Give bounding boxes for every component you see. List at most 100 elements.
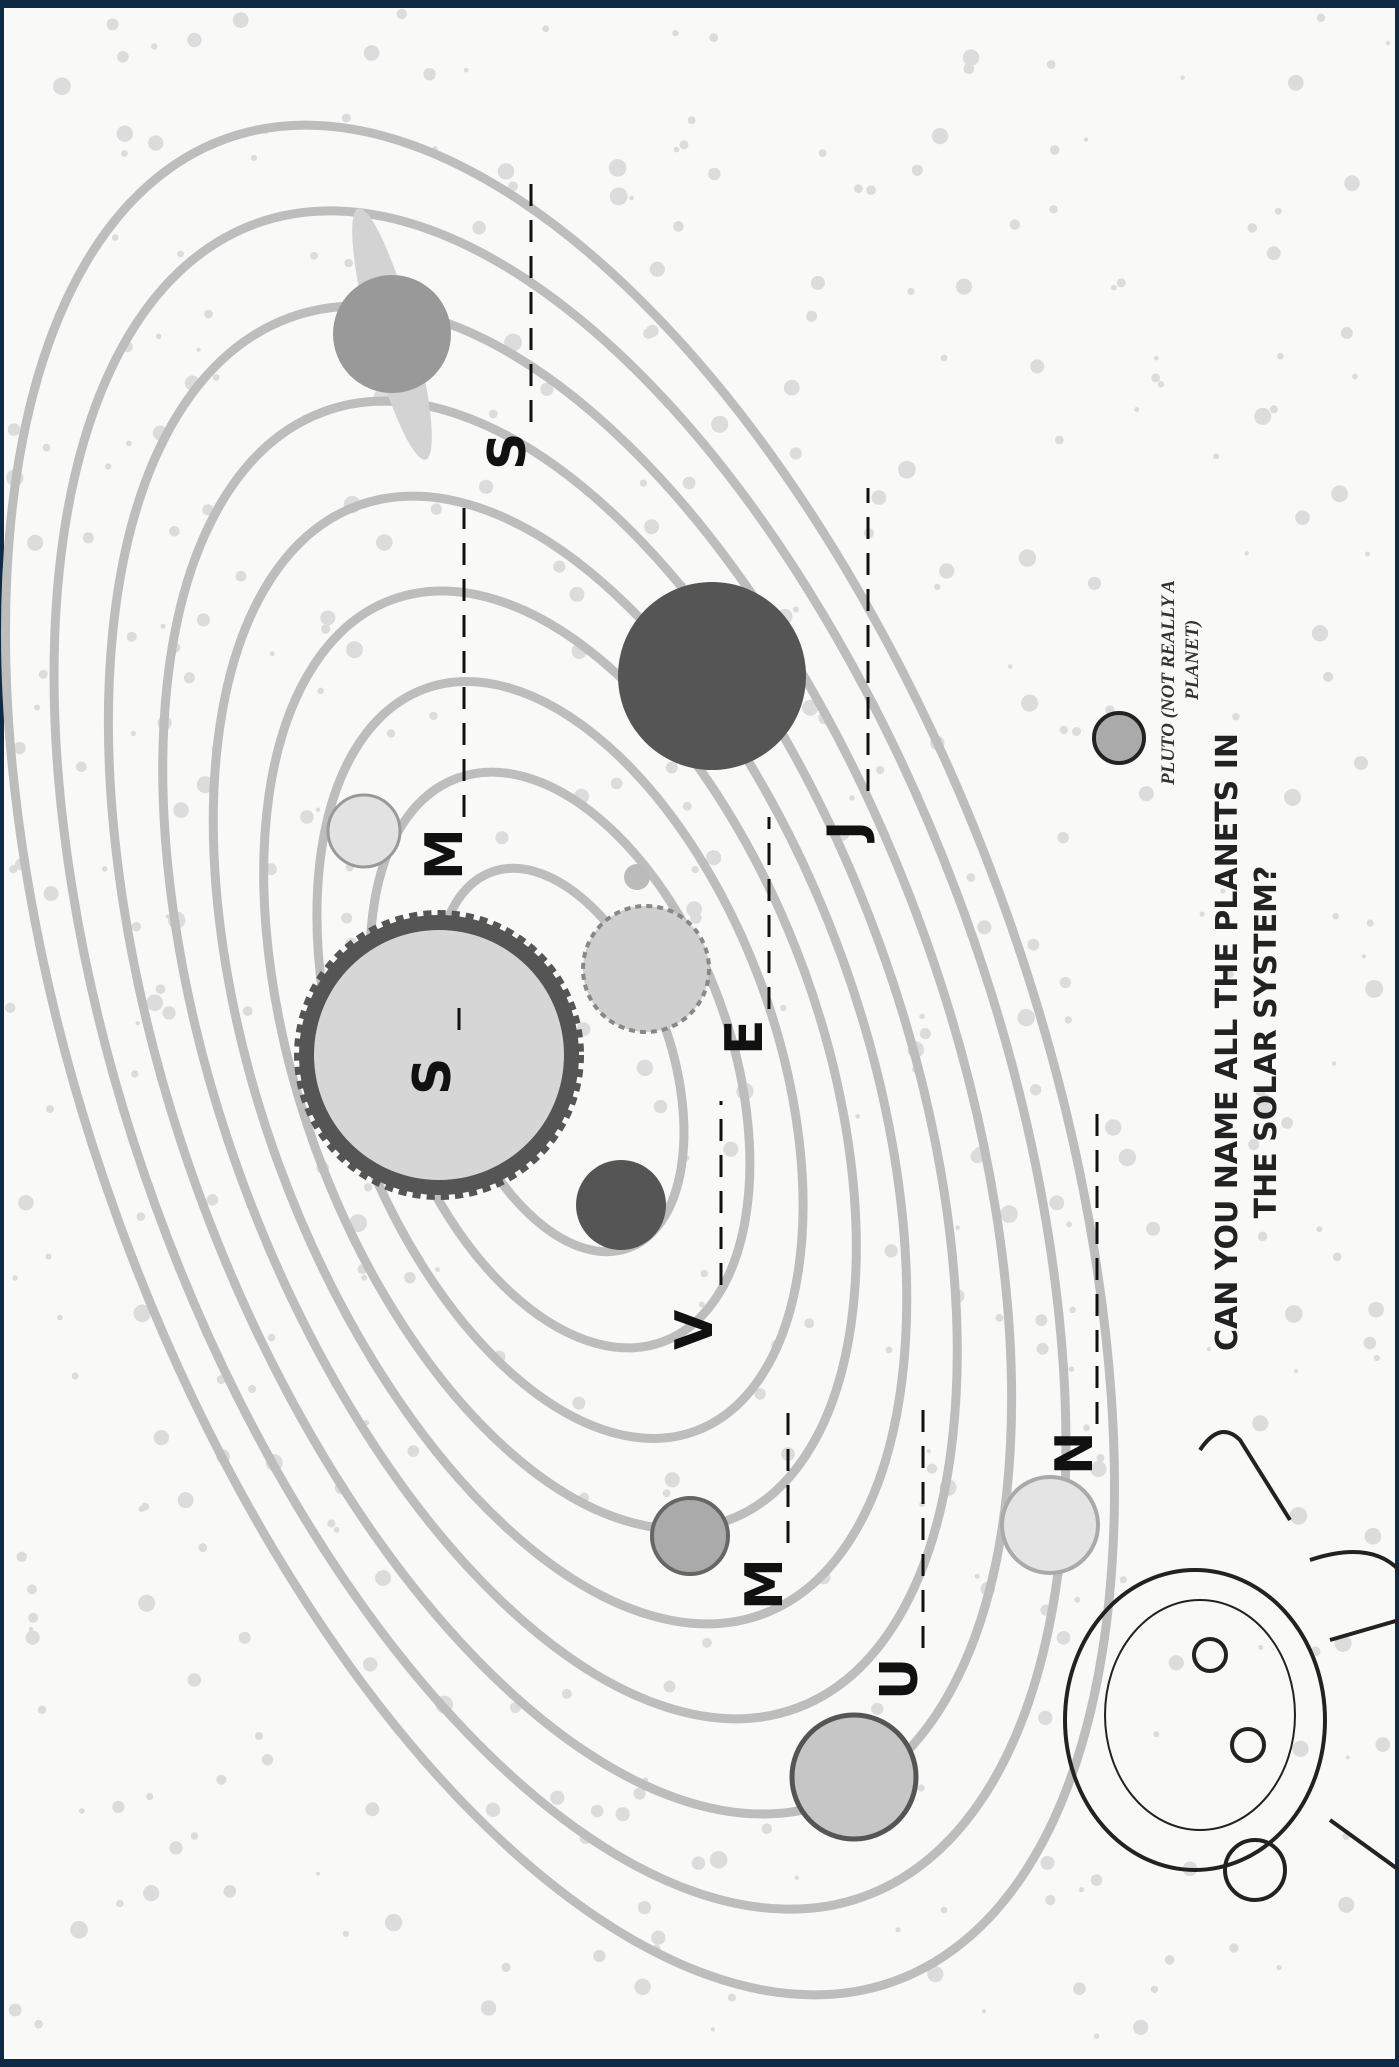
star-dot [1029, 1084, 1042, 1096]
star-dot [1316, 13, 1326, 22]
star-dot [1338, 1896, 1355, 1913]
star-dot [706, 850, 722, 866]
star-dot [117, 51, 129, 63]
star-dot [376, 534, 393, 551]
star-dot [375, 1570, 392, 1586]
astronaut [1063, 1430, 1399, 1902]
star-dot [1366, 919, 1374, 927]
star-dot [1050, 145, 1060, 155]
star-dot [121, 150, 128, 157]
star-dot [162, 1006, 176, 1020]
star-dot [956, 278, 972, 295]
star-dot [1074, 1596, 1081, 1603]
star-dot [1232, 713, 1240, 721]
star-dot [1226, 970, 1234, 978]
star-dot [327, 1519, 336, 1528]
star-dot [497, 163, 515, 180]
star-dot [995, 1314, 1004, 1322]
star-dot [177, 1492, 194, 1509]
star-dot [76, 761, 87, 773]
star-dot [673, 221, 684, 232]
star-dot [818, 149, 827, 158]
star-dot [53, 77, 71, 96]
star-dot [1258, 1645, 1264, 1650]
star-dot [754, 1388, 766, 1400]
star-dot [173, 802, 189, 818]
star-dot [78, 1808, 85, 1814]
star-dot [633, 1787, 646, 1800]
star-dot [1266, 246, 1281, 261]
star-dot [1069, 1306, 1076, 1314]
star-dot [1220, 888, 1226, 894]
star-dot [45, 1253, 52, 1260]
planet-letter: S [403, 1058, 463, 1095]
star-dot [1090, 1874, 1103, 1886]
star-dot [849, 795, 855, 801]
suit [1328, 1618, 1399, 1872]
star-dot [1027, 938, 1040, 951]
star-dot [569, 586, 585, 602]
neptune [1000, 1475, 1100, 1575]
star-dot [1056, 1631, 1071, 1645]
star-dot [242, 1006, 253, 1016]
helmet [1063, 1568, 1327, 1872]
planet-letter: E [715, 1019, 775, 1055]
star-dot [593, 1949, 606, 1963]
star-dot [463, 67, 469, 73]
star-dot [934, 583, 941, 591]
star-dot [300, 810, 314, 824]
star-dot [106, 18, 119, 31]
star-dot [1054, 435, 1064, 445]
star-dot [761, 1823, 773, 1835]
venus [576, 1160, 666, 1250]
star-dot [550, 1790, 565, 1805]
mars [650, 1496, 730, 1576]
star-dot [1064, 1016, 1072, 1024]
star-dot [310, 252, 318, 260]
star-dot [116, 1899, 124, 1908]
star-dot [637, 1901, 652, 1915]
star-dot [927, 1966, 944, 1983]
star-dot [727, 1993, 736, 2002]
star-dot [974, 1573, 980, 1579]
star-dot [1262, 1094, 1270, 1102]
star-dot [866, 185, 876, 195]
star-dot [430, 503, 442, 515]
star-dot [1213, 453, 1220, 460]
helmet-light [1223, 1838, 1287, 1902]
orbit [49, 206, 1071, 1914]
star-dot [141, 1502, 150, 1511]
star-dot [1000, 1205, 1018, 1223]
star-dot [1281, 1117, 1293, 1129]
star-dot [71, 1372, 79, 1380]
star-dot [57, 1314, 63, 1321]
star-dot [698, 1301, 705, 1308]
star-dot [135, 1021, 140, 1026]
planet-letter: M [415, 828, 475, 880]
uranus [789, 1712, 919, 1842]
star-dot [709, 33, 719, 43]
star-dot [148, 135, 164, 151]
star-dot [673, 146, 680, 153]
star-dot [1288, 75, 1304, 91]
star-dot [146, 994, 163, 1011]
star-dot [687, 116, 696, 125]
star-dot [177, 250, 184, 258]
star-dot [1252, 1415, 1269, 1432]
star-dot [138, 1594, 156, 1612]
star-dot [884, 1244, 898, 1258]
star-dot [250, 154, 258, 161]
star-dot [206, 1194, 219, 1206]
star-dot [1049, 1195, 1065, 1211]
star-dot [609, 187, 628, 206]
star-dot [977, 920, 992, 935]
star-dot [27, 534, 44, 551]
star-dot [1332, 1252, 1342, 1262]
star-dot [131, 922, 141, 932]
star-dot [1352, 373, 1358, 380]
star-dot [1323, 671, 1334, 683]
star-dot [855, 1113, 861, 1119]
star-dot [105, 463, 112, 470]
star-dot [1118, 1148, 1137, 1167]
